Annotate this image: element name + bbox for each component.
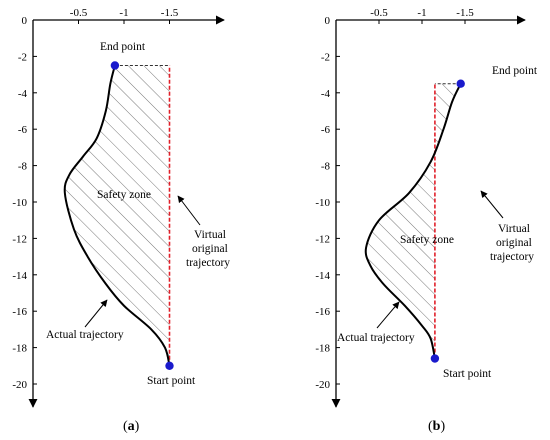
- y-tick-label: -20: [315, 379, 330, 391]
- actual-trajectory-line: [364, 83, 462, 359]
- y-tick-label: -16: [12, 306, 27, 318]
- panel-label-a: (a): [123, 419, 140, 434]
- y-tick-label: -2: [18, 51, 27, 63]
- y-tick-label: -18: [12, 343, 27, 355]
- y-tick-label: -14: [12, 270, 27, 282]
- end-point-marker: [456, 79, 465, 88]
- x-tick-label: -0.5: [70, 7, 88, 19]
- end-point-marker: [110, 61, 120, 70]
- y-tick-label: -2: [321, 51, 330, 63]
- virtual-arrow: [177, 195, 201, 226]
- x-tick-label: -1: [417, 7, 426, 19]
- y-tick-label: -20: [12, 379, 27, 391]
- actual-trajectory-label: Actual trajectory: [46, 329, 124, 341]
- x-tick-label: -1.5: [456, 7, 474, 19]
- panel-a: -0.5 -1 -1.5 0 -2 -4 -6 -8 -10 -12 -14 -16 -18 -20 En…: [12, 7, 230, 434]
- y-tick-label: -14: [315, 270, 330, 282]
- y-tick-label: -10: [12, 197, 27, 209]
- axes: -0.5 -1 -1.5 0 -2 -4 -6 -8 -10 -12 -14 -16 -18 -20: [315, 7, 526, 408]
- y-tick-label: -6: [18, 124, 28, 136]
- y-tick-label: 0: [22, 15, 28, 27]
- start-point-marker: [165, 361, 174, 370]
- actual-trajectory-label: Actual trajectory: [337, 332, 415, 344]
- axes: -0.5 -1 -1.5 0 -2 -4 -6 -8 -10 -12 -14 -16 -18 -20: [12, 7, 225, 408]
- virtual-arrow: [480, 190, 504, 219]
- actual-arrow: [376, 301, 400, 329]
- x-tick-label: -0.5: [370, 7, 388, 19]
- safety-zone-label: Safety zone: [400, 234, 454, 246]
- panel-b: -0.5 -1 -1.5 0 -2 -4 -6 -8 -10 -12 -14 -16 -18 -20 En…: [315, 7, 538, 434]
- start-point-label: Start point: [443, 368, 492, 380]
- y-tick-label: -6: [321, 124, 331, 136]
- start-point-marker: [430, 354, 440, 363]
- y-tick-label: 0: [325, 15, 331, 27]
- actual-arrow: [84, 299, 108, 328]
- safety-zone-area: [64, 65, 170, 366]
- y-tick-label: -10: [315, 197, 330, 209]
- y-tick-label: -12: [315, 233, 330, 245]
- x-tick-label: -1: [119, 7, 128, 19]
- y-tick-label: -8: [18, 161, 28, 173]
- virtual-label-line3: trajectory: [490, 251, 534, 263]
- safety-zone-area: [365, 83, 461, 359]
- y-tick-label: -4: [321, 88, 331, 100]
- virtual-label-line2: original: [496, 237, 532, 249]
- virtual-label-line2: original: [192, 243, 228, 255]
- y-tick-label: -18: [315, 343, 330, 355]
- end-point-label: End point: [492, 65, 538, 77]
- actual-trajectory-line: [63, 65, 171, 367]
- virtual-label-line1: Virtual: [498, 223, 530, 235]
- end-point-label: End point: [100, 41, 146, 53]
- panel-label-b: (b): [428, 419, 445, 434]
- virtual-label-line1: Virtual: [194, 229, 226, 241]
- virtual-label-line3: trajectory: [186, 257, 230, 269]
- y-tick-label: -16: [315, 306, 330, 318]
- y-tick-label: -4: [18, 88, 28, 100]
- y-tick-label: -8: [321, 161, 331, 173]
- start-point-label: Start point: [147, 375, 196, 387]
- safety-zone-label: Safety zone: [97, 189, 151, 201]
- y-tick-label: -12: [12, 233, 27, 245]
- x-tick-label: -1.5: [161, 7, 179, 19]
